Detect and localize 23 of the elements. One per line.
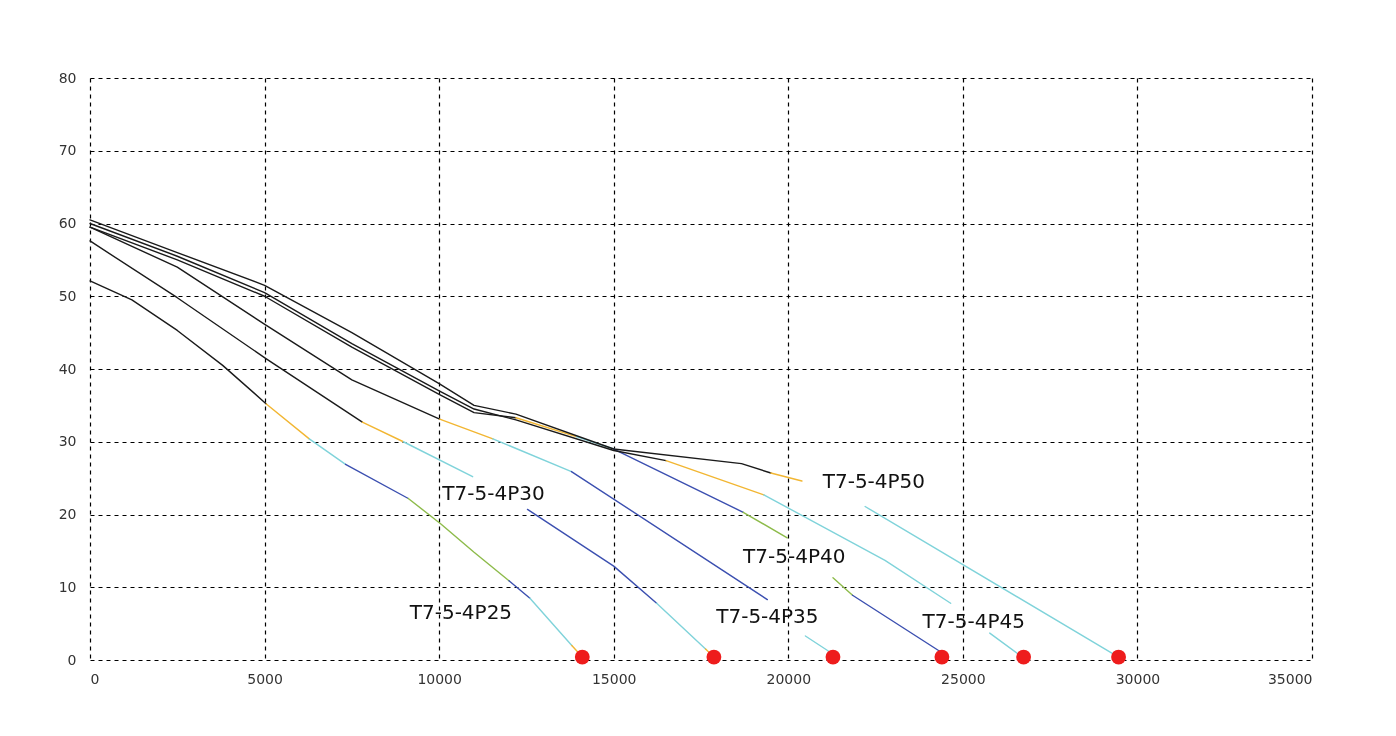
y-tick-label: 0	[67, 651, 77, 668]
annotation: T7-5-4P50	[821, 469, 926, 494]
y-tick-label: 50	[58, 287, 77, 304]
y-tick-label: 20	[58, 506, 77, 522]
y-tick-label: 70	[58, 142, 77, 159]
y-tick-label: 30	[58, 433, 77, 450]
x-tick-label: 35000	[1267, 670, 1313, 687]
annotation: T7-5-4P35	[715, 603, 819, 628]
x-tick-label: 0	[90, 670, 100, 687]
annotation: T7-5-4P30	[441, 481, 545, 506]
y-tick-label: 60	[58, 215, 77, 231]
annotation: T7-5-4P25	[408, 600, 513, 625]
y-tick-label: 10	[58, 578, 77, 595]
y-tick-label: 80	[58, 69, 77, 86]
x-tick-label: 5000	[247, 670, 283, 687]
x-tick-label: 30000	[1115, 670, 1161, 687]
y-tick-label: 40	[58, 360, 77, 377]
x-tick-label: 10000	[417, 670, 462, 687]
x-tick-label: 25000	[941, 670, 986, 687]
x-tick-label: 15000	[591, 670, 637, 687]
x-tick-label: 20000	[766, 670, 812, 687]
annotation: T7-5-4P40	[742, 543, 846, 568]
annotation: T7-5-4P45	[921, 609, 1025, 634]
